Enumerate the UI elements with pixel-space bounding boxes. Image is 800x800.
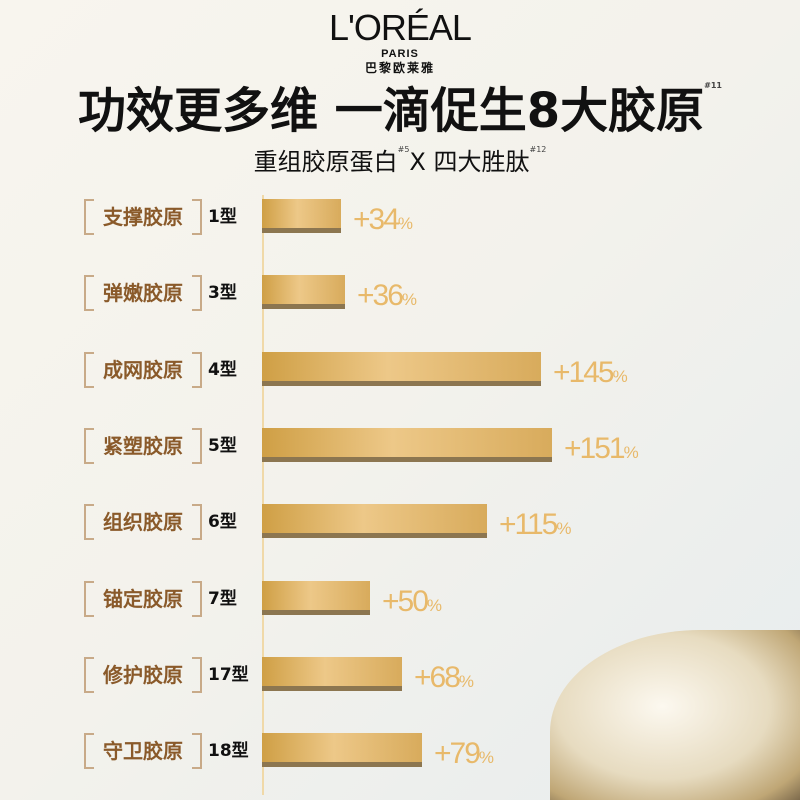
logo-brand: L'ORÉAL <box>329 7 472 48</box>
type-label: 18型 <box>208 741 249 762</box>
value-unit: % <box>612 366 628 386</box>
serum-drop-image <box>550 630 800 800</box>
subtitle-part2: X 四大胜肽 <box>409 148 530 176</box>
bar-row: 修护胶原 17型 +68% <box>0 656 780 699</box>
value-label: +145% <box>553 355 628 394</box>
axis-line <box>262 195 264 795</box>
category-label: 弹嫩胶原 <box>84 275 202 312</box>
type-label: 3型 <box>208 283 237 304</box>
brand-logo: L'ORÉAL PARIS 巴黎欧莱雅 <box>0 8 800 76</box>
value-text: +151 <box>564 431 626 465</box>
title-footnote: #11 <box>704 81 722 90</box>
value-unit: % <box>397 214 413 233</box>
title-text: 功效更多维 一滴促生8大胶原 <box>78 83 705 139</box>
bar <box>262 199 341 233</box>
bar <box>262 427 552 462</box>
value-unit: % <box>556 519 571 539</box>
subtitle: 重组胶原蛋白#5X 四大胜肽#12 <box>0 146 800 178</box>
value-text: +50 <box>382 584 429 618</box>
value-label: +79% <box>434 737 494 775</box>
subtitle-part1: 重组胶原蛋白 <box>253 148 398 176</box>
type-label: 4型 <box>208 359 237 380</box>
bar-row: 锚定胶原 7型 +50% <box>0 580 780 623</box>
category-label: 锚定胶原 <box>84 580 202 617</box>
value-text: +79 <box>434 737 481 771</box>
value-label: +50% <box>382 584 442 623</box>
value-text: +36 <box>357 279 404 313</box>
value-text: +34 <box>353 203 400 236</box>
page-title: 功效更多维 一滴促生8大胶原#11 <box>20 82 780 140</box>
type-label: 7型 <box>208 588 237 609</box>
bar-row: 支撑胶原 1型 +34% <box>0 199 780 239</box>
bar <box>262 656 402 691</box>
type-label: 5型 <box>208 435 237 456</box>
category-label: 支撑胶原 <box>84 199 202 235</box>
value-unit: % <box>478 748 494 768</box>
logo-cn: 巴黎欧莱雅 <box>364 61 435 75</box>
value-label: +34% <box>353 203 413 241</box>
value-text: +68 <box>414 660 461 694</box>
type-label: 17型 <box>208 664 249 685</box>
value-text: +145 <box>553 355 615 389</box>
category-label: 修护胶原 <box>84 656 202 693</box>
value-label: +115% <box>499 508 572 546</box>
bar-row: 成网胶原 4型 +145% <box>0 351 780 394</box>
category-label: 成网胶原 <box>84 351 202 388</box>
logo-paris: PARIS <box>381 48 419 60</box>
value-unit: % <box>458 671 474 691</box>
bar-row: 紧塑胶原 5型 +151% <box>0 427 780 470</box>
type-label: 6型 <box>208 512 237 533</box>
value-unit: % <box>401 290 417 310</box>
bar <box>262 504 487 539</box>
value-unit: % <box>623 442 639 462</box>
bar-row: 弹嫩胶原 3型 +36% <box>0 275 780 315</box>
category-label: 组织胶原 <box>84 504 202 541</box>
bar <box>262 733 422 768</box>
bar-row: 守卫胶原 18型 +79% <box>0 733 780 773</box>
bar-row: 组织胶原 6型 +115% <box>0 504 780 544</box>
value-label: +151% <box>564 431 639 470</box>
bar <box>262 580 370 615</box>
value-label: +36% <box>357 279 417 317</box>
category-label: 紧塑胶原 <box>84 427 202 464</box>
value-label: +68% <box>414 660 474 699</box>
subtitle-note2: #12 <box>529 145 547 154</box>
value-text: +115 <box>499 508 558 542</box>
bar <box>262 351 541 386</box>
type-label: 1型 <box>208 207 237 227</box>
subtitle-note1: #5 <box>397 145 410 154</box>
value-unit: % <box>426 595 442 615</box>
bar <box>262 275 345 310</box>
category-label: 守卫胶原 <box>84 733 202 770</box>
